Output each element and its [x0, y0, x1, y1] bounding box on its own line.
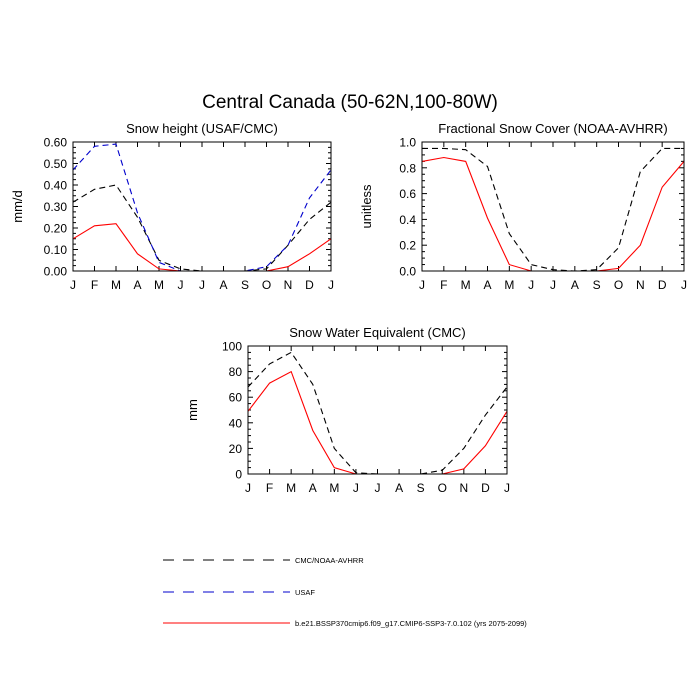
- x-tick-label: N: [284, 278, 293, 292]
- panel-title: Fractional Snow Cover (NOAA-AVHRR): [438, 121, 667, 136]
- figure-title: Central Canada (50-62N,100-80W): [202, 92, 498, 113]
- x-tick-label: A: [309, 481, 317, 495]
- x-tick-label: J: [245, 481, 251, 495]
- y-tick-label: 0.60: [44, 136, 68, 150]
- series-line: [72, 184, 332, 272]
- plot-frame: [72, 141, 332, 272]
- x-tick-label: M: [154, 278, 164, 292]
- x-tick-label: J: [178, 278, 184, 292]
- plot-frame: [247, 345, 508, 475]
- y-tick-label: 0.30: [44, 200, 68, 214]
- x-tick-label: N: [636, 278, 645, 292]
- panel-title: Snow height (USAF/CMC): [126, 121, 278, 136]
- x-tick-label: F: [440, 278, 447, 292]
- y-tick-label: 0.0: [399, 265, 416, 279]
- y-tick-label: 0.50: [44, 157, 68, 171]
- y-axis-label: unitless: [359, 184, 374, 229]
- series-line: [72, 223, 332, 272]
- x-tick-label: F: [91, 278, 98, 292]
- panel-title: Snow Water Equivalent (CMC): [289, 325, 466, 340]
- x-tick-label: J: [70, 278, 76, 292]
- x-tick-label: O: [262, 278, 271, 292]
- x-tick-label: J: [199, 278, 205, 292]
- series-line: [247, 370, 508, 475]
- x-tick-label: J: [504, 481, 510, 495]
- x-tick-label: O: [614, 278, 623, 292]
- x-tick-label: F: [266, 481, 273, 495]
- x-tick-label: J: [528, 278, 534, 292]
- y-tick-label: 60: [229, 391, 243, 405]
- x-tick-label: N: [459, 481, 468, 495]
- legend-label: USAF: [295, 588, 315, 597]
- y-tick-label: 0.6: [399, 187, 416, 201]
- x-tick-label: J: [419, 278, 425, 292]
- x-tick-label: J: [353, 481, 359, 495]
- x-tick-label: O: [438, 481, 447, 495]
- y-tick-label: 40: [229, 416, 243, 430]
- x-tick-label: D: [658, 278, 667, 292]
- x-tick-label: A: [395, 481, 403, 495]
- legend: CMC/NOAA-AVHRR USAF b.e21.BSSP370cmip6.f09…: [163, 556, 527, 628]
- x-tick-label: J: [550, 278, 556, 292]
- y-axis-label: mm/d: [10, 190, 25, 223]
- x-tick-label: S: [593, 278, 601, 292]
- series-line: [247, 351, 508, 475]
- x-tick-label: M: [504, 278, 514, 292]
- x-tick-label: A: [483, 278, 491, 292]
- series-line: [72, 143, 332, 272]
- y-tick-label: 0.40: [44, 179, 68, 193]
- x-tick-label: M: [111, 278, 121, 292]
- x-tick-label: D: [305, 278, 314, 292]
- legend-label: CMC/NOAA-AVHRR: [295, 556, 364, 565]
- x-tick-label: A: [571, 278, 579, 292]
- y-tick-label: 0.10: [44, 243, 68, 257]
- panel-snow-water-equivalent: Snow Water Equivalent (CMC) mm 0 20 40 60 80 10…: [185, 325, 510, 495]
- y-tick-label: 0.20: [44, 222, 68, 236]
- y-tick-label: 20: [229, 442, 243, 456]
- x-tick-label: M: [286, 481, 296, 495]
- y-tick-label: 0.00: [44, 265, 68, 279]
- plot-frame: [421, 141, 685, 272]
- x-tick-label: A: [219, 278, 227, 292]
- y-axis-label: mm: [185, 399, 200, 421]
- x-tick-label: J: [681, 278, 687, 292]
- x-tick-label: S: [417, 481, 425, 495]
- x-tick-label: M: [329, 481, 339, 495]
- legend-label: b.e21.BSSP370cmip6.f09_g17.CMIP6-SSP3-7.…: [295, 619, 527, 628]
- y-tick-label: 0.2: [399, 239, 416, 253]
- x-tick-label: J: [328, 278, 334, 292]
- series-line: [421, 156, 685, 272]
- panel-snow-height: Snow height (USAF/CMC) mm/d 0.00 0.10 0.20 0.…: [10, 121, 334, 292]
- y-tick-label: 0.8: [399, 161, 416, 175]
- y-tick-label: 0.4: [399, 213, 416, 227]
- y-tick-label: 1.0: [399, 136, 416, 150]
- y-tick-label: 0: [235, 468, 242, 482]
- x-tick-label: A: [133, 278, 141, 292]
- panel-fractional-snow-cover: Fractional Snow Cover (NOAA-AVHRR) unitle…: [359, 121, 687, 292]
- x-tick-label: M: [461, 278, 471, 292]
- x-tick-label: D: [481, 481, 490, 495]
- y-tick-label: 80: [229, 365, 243, 379]
- x-tick-label: S: [241, 278, 249, 292]
- series-line: [422, 147, 684, 272]
- x-tick-label: J: [375, 481, 381, 495]
- y-tick-label: 100: [222, 340, 242, 354]
